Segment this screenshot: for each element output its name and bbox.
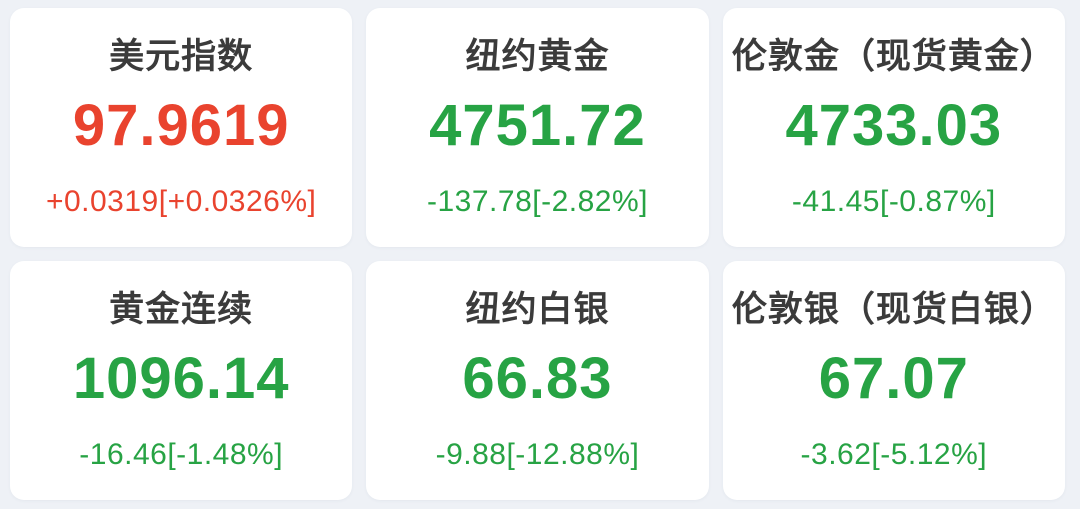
change-and-percent: -9.88[-12.88%] [435, 437, 640, 471]
instrument-name: 纽约黄金 [465, 36, 610, 76]
change-and-percent: -137.78[-2.82%] [427, 184, 648, 218]
change-and-percent: -41.45[-0.87%] [791, 184, 996, 218]
instrument-name: 美元指数 [109, 36, 254, 76]
instrument-name: 黄金连续 [109, 289, 254, 329]
quote-card-usd-index: 美元指数 97.9619 +0.0319[+0.0326%] [10, 8, 353, 247]
last-price: 97.9619 [72, 92, 290, 158]
quote-card-london-gold: 伦敦金（现货黄金） 4733.03 -41.45[-0.87%] [722, 8, 1065, 247]
quote-card-gold-continuous: 黄金连续 1096.14 -16.46[-1.48%] [10, 261, 353, 500]
instrument-name: 伦敦银（现货白银） [731, 289, 1056, 329]
last-price: 4733.03 [785, 92, 1003, 158]
quote-card-ny-gold: 纽约黄金 4751.72 -137.78[-2.82%] [366, 8, 709, 247]
instrument-name: 伦敦金（现货黄金） [731, 36, 1056, 76]
change-and-percent: -3.62[-5.12%] [800, 437, 988, 471]
quote-card-ny-silver: 纽约白银 66.83 -9.88[-12.88%] [366, 261, 709, 500]
instrument-name: 纽约白银 [465, 289, 610, 329]
last-price: 67.07 [818, 345, 969, 411]
change-and-percent: -16.46[-1.48%] [79, 437, 284, 471]
last-price: 4751.72 [429, 92, 646, 158]
last-price: 66.83 [462, 345, 613, 411]
change-and-percent: +0.0319[+0.0326%] [45, 184, 317, 218]
quote-card-london-silver: 伦敦银（现货白银） 67.07 -3.62[-5.12%] [722, 261, 1065, 500]
last-price: 1096.14 [72, 345, 290, 411]
